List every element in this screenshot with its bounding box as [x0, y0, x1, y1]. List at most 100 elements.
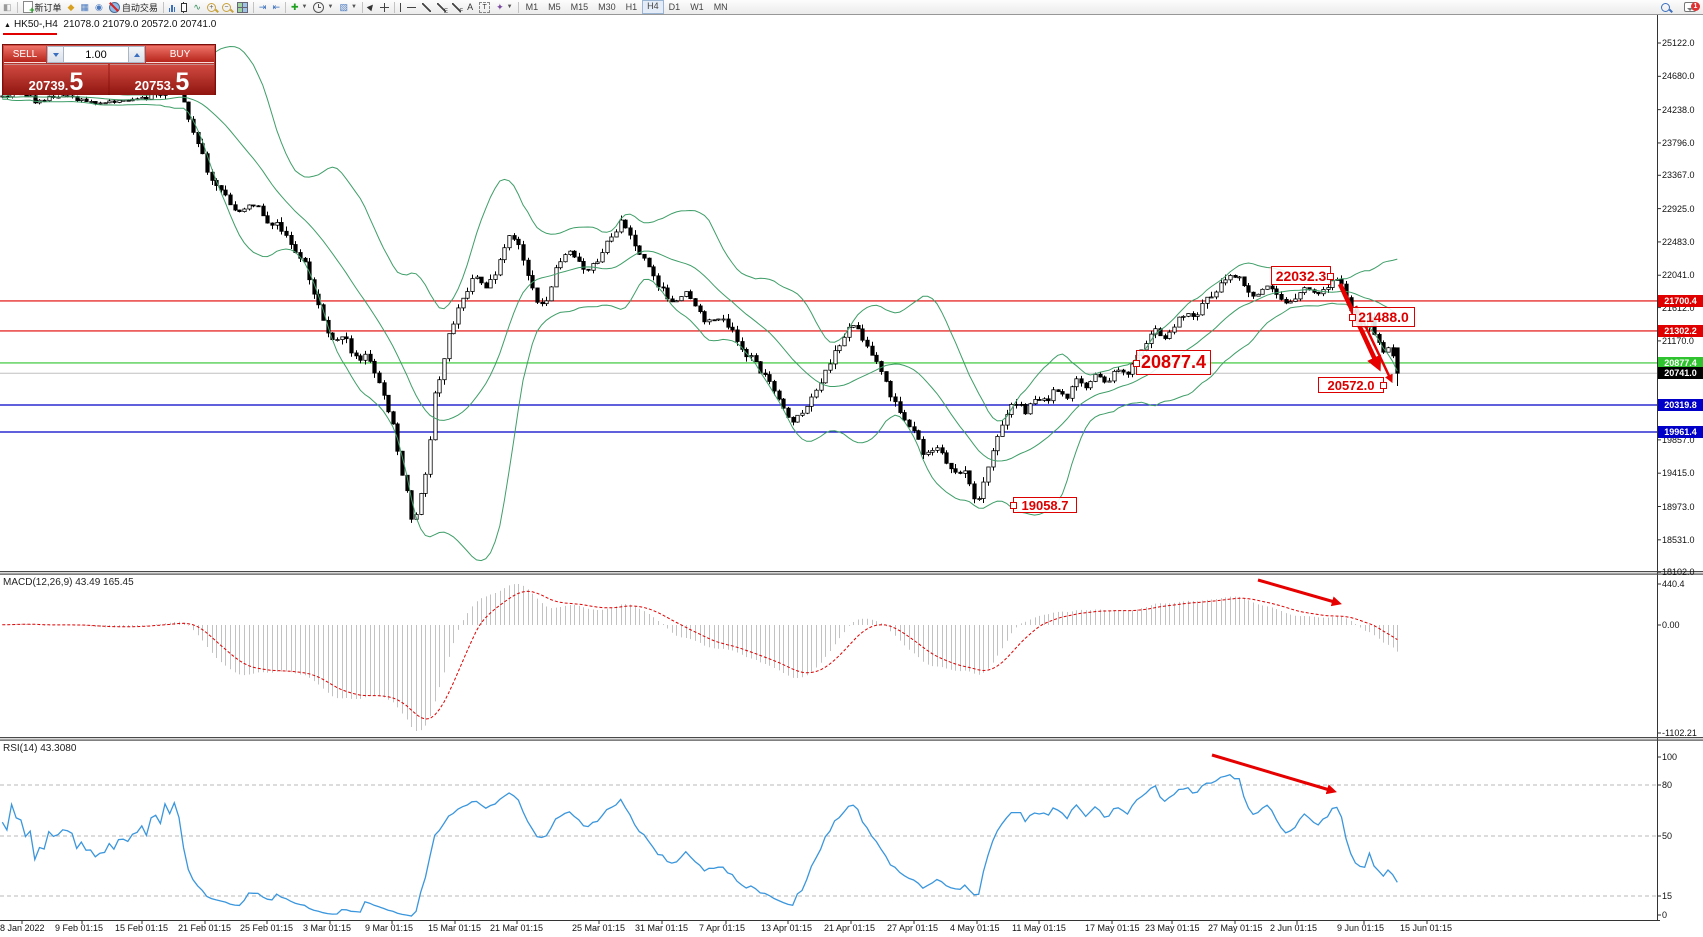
time-axis-label: 15 Jun 01:15	[1400, 923, 1453, 933]
zoom-in-button[interactable]: +	[204, 1, 219, 14]
collapse-triangle-icon[interactable]: ▲	[4, 22, 11, 29]
new-order-button[interactable]: 新订单	[20, 1, 65, 15]
price-axis-tick: 21170.0	[1662, 335, 1694, 346]
time-axis-label: 21 Feb 01:15	[178, 923, 232, 933]
price-axis-tick: 18531.0	[1662, 534, 1695, 545]
timeframe-d1-button[interactable]: D1	[668, 2, 681, 12]
price-axis-tick: 18973.0	[1662, 501, 1695, 512]
periods-button[interactable]: ▼	[310, 1, 336, 14]
price-axis-tick: 24238.0	[1662, 104, 1695, 115]
search-button[interactable]	[1658, 1, 1673, 14]
price-axis-tick: 25122.0	[1662, 38, 1695, 48]
time-axis-label: 7 Apr 01:15	[699, 923, 746, 933]
timeframe-m30-button[interactable]: M30	[598, 2, 616, 12]
rsi-axis-tick: 80	[1662, 780, 1673, 790]
candlestick-chart-button[interactable]	[178, 1, 190, 14]
price-level-badge-support: 19961.4	[1658, 426, 1703, 438]
notifications-button[interactable]: 1	[1681, 1, 1700, 14]
market-watch-button[interactable]: ◆	[65, 1, 78, 14]
timeframe-h4-button[interactable]: H4	[642, 0, 664, 14]
auto-trading-button[interactable]: 自动交易	[106, 1, 161, 14]
sell-price-button[interactable]: 20739. 5	[4, 64, 108, 95]
buy-price-main: 20753.	[134, 78, 175, 93]
crosshair-icon	[380, 2, 390, 12]
vertical-line-button[interactable]	[397, 1, 404, 14]
equidistant-channel-icon: E	[437, 2, 449, 15]
templates-button[interactable]: ▧ ▼	[336, 1, 359, 14]
price-axis-tick: 23367.0	[1662, 170, 1695, 181]
trendline-icon	[422, 2, 432, 12]
new-order-icon	[22, 1, 35, 15]
text-button[interactable]: A	[464, 1, 476, 14]
annotation-anchor-square	[1010, 502, 1017, 509]
buy-price-button[interactable]: 20753. 5	[110, 64, 214, 95]
line-chart-button[interactable]: ∿	[190, 1, 204, 14]
timeframe-m15-button[interactable]: M15	[570, 2, 589, 12]
price-axis-tick: 24680.0	[1662, 71, 1695, 82]
macd-axis-tick: -1102.21	[1662, 728, 1697, 738]
price-axis-tick: 19857.0	[1662, 434, 1695, 445]
cursor-button[interactable]: ▶	[365, 1, 377, 14]
templates-icon: ▧	[339, 2, 348, 12]
timeframe-h1-button[interactable]: H1	[625, 2, 638, 12]
zoom-in-icon: +	[206, 2, 216, 12]
toolbar-right-group: 1	[1658, 0, 1700, 14]
timeframe-w1-button[interactable]: W1	[690, 2, 704, 12]
candlestick-chart-icon	[181, 1, 188, 13]
bar-chart-button[interactable]	[166, 1, 179, 14]
text-icon: A	[467, 2, 474, 12]
volume-stepper: 1.00	[47, 46, 145, 63]
timeframe-m5-button[interactable]: M5	[548, 2, 561, 12]
arrows-icon: ✦	[496, 2, 504, 12]
crosshair-button[interactable]	[377, 1, 392, 14]
timeframe-mn-button[interactable]: MN	[713, 2, 728, 12]
equidistant-channel-sub-label: E	[444, 8, 449, 15]
toolbar-separator	[517, 1, 519, 13]
time-axis-label: 2 Jun 01:15	[1270, 923, 1318, 933]
time-axis-label: 15 Mar 01:15	[428, 923, 482, 933]
auto-scroll-button[interactable]: ⇥	[256, 1, 270, 14]
equidistant-channel-button[interactable]: E	[434, 1, 449, 15]
price-annotation: 22032.3	[1271, 266, 1334, 285]
toolbar-separator	[16, 1, 18, 13]
trendline-button[interactable]	[419, 1, 434, 14]
auto-scroll-icon: ⇥	[258, 2, 267, 12]
chevron-down-icon: ▼	[350, 4, 357, 10]
zoom-out-button[interactable]: −	[219, 1, 234, 14]
history-center-icon: ◧	[3, 2, 12, 12]
price-level-badge-current-price: 20741.0	[1658, 367, 1703, 380]
tile-windows-icon	[236, 1, 248, 13]
volume-increase-button[interactable]	[128, 46, 145, 63]
annotation-anchor-square	[1327, 272, 1334, 280]
buy-button[interactable]: BUY	[146, 46, 214, 63]
price-axis-tick: 18102.0	[1662, 567, 1695, 578]
timeframe-m1-button[interactable]: M1	[525, 2, 539, 12]
arrows-button[interactable]: ✦ ▼	[493, 1, 516, 14]
tile-windows-button[interactable]	[234, 1, 251, 14]
signal-button[interactable]: ◉	[92, 1, 106, 14]
data-window-button[interactable]: ▦	[77, 1, 92, 14]
chart-title-text: HK50-,H4 21078.0 21079.0 20572.0 20741.0	[13, 19, 217, 30]
indicators-button[interactable]: ✚ ▼	[288, 1, 311, 14]
price-axis-tick: 23796.0	[1662, 138, 1695, 148]
horizontal-line-button[interactable]	[404, 1, 419, 14]
time-axis-label: 9 Jun 01:15	[1337, 923, 1385, 933]
time-axis-label: 11 May 01:15	[1012, 923, 1066, 933]
volume-input[interactable]: 1.00	[64, 46, 128, 63]
volume-decrease-button[interactable]	[47, 46, 64, 63]
chart-shift-button[interactable]: ⇤	[269, 1, 283, 14]
toolbar-separator	[252, 1, 254, 13]
rsi-indicator-label: RSI(14) 43.3080	[3, 743, 77, 754]
rsi-axis-tick: 50	[1662, 831, 1673, 841]
history-center-button[interactable]: ◧	[0, 1, 15, 14]
time-axis-label: 4 May 01:15	[950, 923, 1000, 933]
time-axis-label: 17 May 01:15	[1085, 923, 1140, 933]
time-axis-label: 28 Jan 2022	[0, 923, 45, 933]
auto-trading-label: 自动交易	[121, 2, 158, 13]
annotation-anchor-square	[1380, 382, 1387, 389]
text-label-button[interactable]: T	[476, 1, 493, 14]
fibonacci-button[interactable]: F	[449, 1, 464, 15]
sell-button[interactable]: SELL	[4, 46, 46, 63]
price-level-badge-resistance: 21302.2	[1658, 324, 1703, 337]
